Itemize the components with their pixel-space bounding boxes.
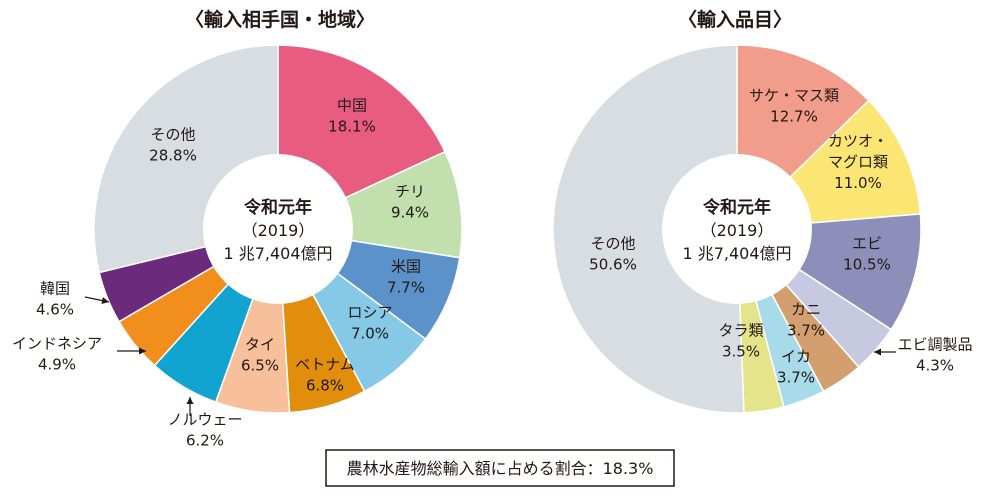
center-label-total: 1 兆7,404億円 <box>223 244 332 263</box>
slice-value-1-2: 10.5% <box>843 256 891 274</box>
slice-value-0-7: 4.9% <box>38 356 76 374</box>
leader-arrow-0-8 <box>101 297 109 304</box>
slice-labels: サケ・マス類 12.7% カツオ・マグロ類 11.0% エビ 10.5% エビ調製品 4.3%… <box>589 87 972 387</box>
slice-label-1-4: カニ <box>791 301 821 319</box>
slice-label-1-5: イカ <box>781 348 811 366</box>
slice-label-0-9: その他 <box>150 126 195 144</box>
center-label-year: 令和元年 <box>244 197 312 218</box>
import-partner-pie: 〈輸入相手国・地域〉 令和元年 （2019） 1 兆7,404億円 中国 18.1… <box>12 8 463 450</box>
slice-value-1-4: 3.7% <box>787 322 825 340</box>
slice-label-0-8: 韓国 <box>40 280 70 298</box>
donut-hole <box>662 154 812 304</box>
slice-label-1-1: カツオ・ <box>828 132 888 150</box>
donut-hole <box>203 154 353 304</box>
import-items-pie: 〈輸入品目〉 令和元年 （2019） 1 兆7,404億円 サケ・マス類 12.7… <box>552 8 973 414</box>
chart-title: 〈輸入相手国・地域〉 <box>185 8 375 31</box>
slice-label-1-3: エビ調製品 <box>897 336 972 354</box>
slice-value-0-8: 4.6% <box>36 301 74 319</box>
slice-value-0-5: 6.5% <box>241 357 279 375</box>
leader-arrow-0-6 <box>186 397 194 404</box>
slice-label-1-0: サケ・マス類 <box>749 87 839 105</box>
slice-label-0-1: チリ <box>395 183 425 201</box>
slice-label-1-6: タラ類 <box>718 322 763 340</box>
footnote-text: 農林水産物総輸入額に占める割合：18.3% <box>347 459 654 478</box>
slice-labels: 中国 18.1% チリ 9.4% 米国 7.7% ロシア 7.0% ベトナム 6.8% タイ 6.5%… <box>12 97 429 450</box>
slice-value-1-6: 3.5% <box>722 343 760 361</box>
slice-label-0-6: ノルウェー <box>167 411 242 429</box>
slice-value-1-3: 4.3% <box>916 357 954 375</box>
slice-value-0-2: 7.7% <box>387 279 425 297</box>
slice-label-0-4: ベトナム <box>295 356 355 374</box>
slice-value-0-4: 6.8% <box>306 377 344 395</box>
slice-value-1-1: 11.0% <box>834 174 882 192</box>
slice-label-1-7: その他 <box>590 235 635 253</box>
slice-label-1-1-line1: マグロ類 <box>828 153 888 171</box>
chart-title: 〈輸入品目〉 <box>678 8 792 31</box>
slice-label-0-0: 中国 <box>337 97 367 115</box>
pie-slice-1-7 <box>552 44 745 414</box>
slice-value-1-7: 50.6% <box>589 256 637 274</box>
slice-label-1-2: エビ <box>852 235 882 253</box>
slice-label-0-3: ロシア <box>347 304 392 322</box>
footnote-box: 農林水産物総輸入額に占める割合：18.3% <box>325 449 675 487</box>
center-label-year: 令和元年 <box>703 197 771 218</box>
leader-arrow-1-3 <box>874 348 881 356</box>
slice-value-0-6: 6.2% <box>186 432 224 450</box>
slice-value-0-1: 9.4% <box>391 204 429 222</box>
slice-value-0-3: 7.0% <box>351 325 389 343</box>
slice-value-1-0: 12.7% <box>770 108 818 126</box>
center-label-total: 1 兆7,404億円 <box>682 244 791 263</box>
slice-value-1-5: 3.7% <box>777 369 815 387</box>
leader-arrow-0-7 <box>139 347 146 355</box>
slice-value-0-0: 18.1% <box>328 118 376 136</box>
slice-value-0-9: 28.8% <box>149 147 197 165</box>
slice-label-0-2: 米国 <box>391 258 421 276</box>
center-label-era: （2019） <box>701 221 774 240</box>
slice-label-0-7: インドネシア <box>12 335 102 353</box>
center-label-era: （2019） <box>242 221 315 240</box>
slice-label-0-5: タイ <box>245 336 275 354</box>
